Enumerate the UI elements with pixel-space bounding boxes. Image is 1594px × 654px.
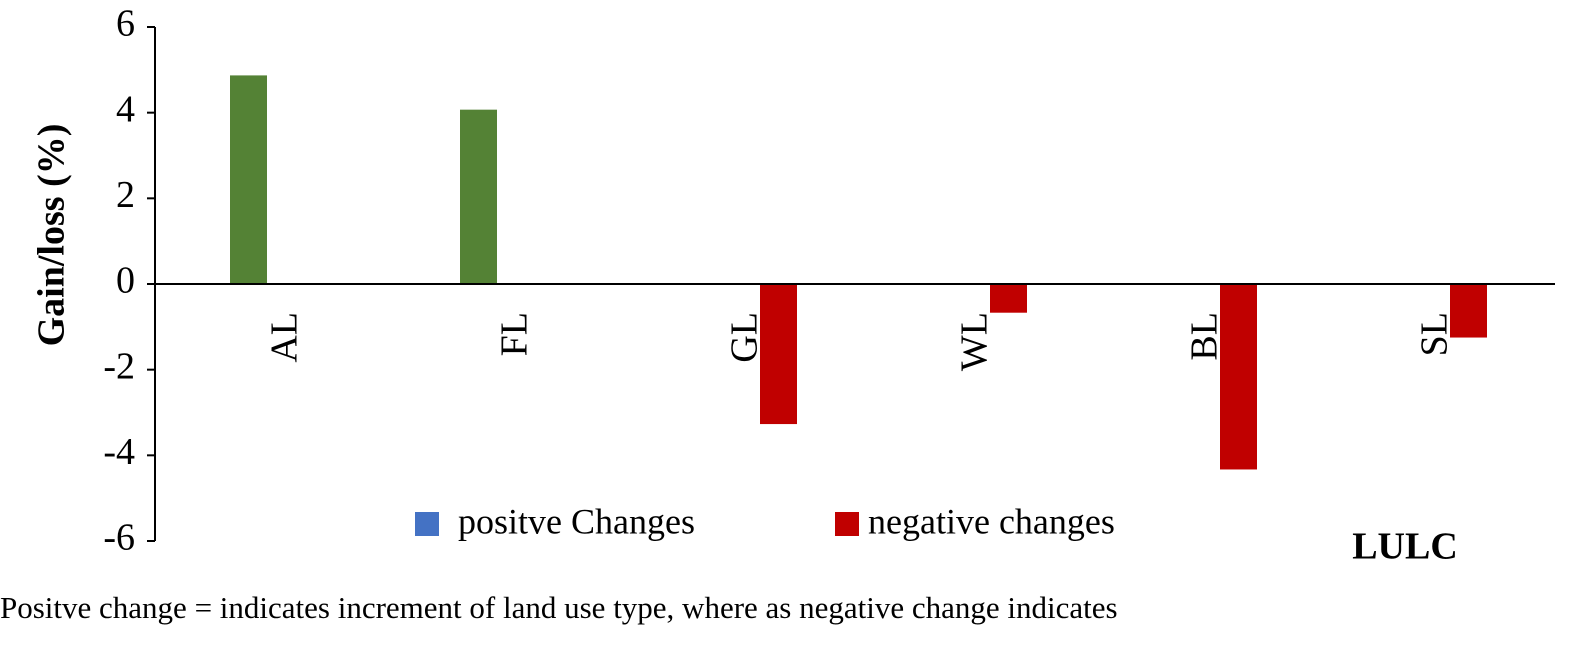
y-tick-label: -2 (103, 345, 135, 387)
y-tick-label: 6 (116, 3, 135, 45)
bar (990, 284, 1027, 313)
legend-label: negative changes (868, 501, 1115, 541)
x-tick-label: BL (1184, 312, 1226, 361)
y-axis-title: Gain/loss (%) (31, 124, 73, 347)
y-tick-label: -6 (103, 517, 135, 559)
legend-swatch (415, 512, 439, 536)
x-tick-label: AL (264, 312, 306, 363)
legend-label: positve Changes (458, 501, 695, 541)
y-tick-label: 0 (116, 260, 135, 302)
y-tick-label: 2 (116, 174, 135, 216)
bar (1220, 284, 1257, 470)
bar (230, 75, 267, 284)
x-tick-label: FL (494, 312, 536, 356)
bar (1450, 284, 1487, 338)
bar (460, 109, 497, 284)
bar (760, 284, 797, 425)
y-tick-label: 4 (116, 88, 135, 130)
x-axis-title: LULC (1352, 526, 1458, 568)
legend-swatch (835, 512, 859, 536)
x-tick-label: SL (1414, 312, 1456, 356)
y-tick-label: -4 (103, 431, 135, 473)
x-tick-label: GL (724, 312, 766, 363)
x-tick-label: WL (954, 312, 996, 371)
note: Positve change = indicates increment of … (0, 590, 1118, 625)
